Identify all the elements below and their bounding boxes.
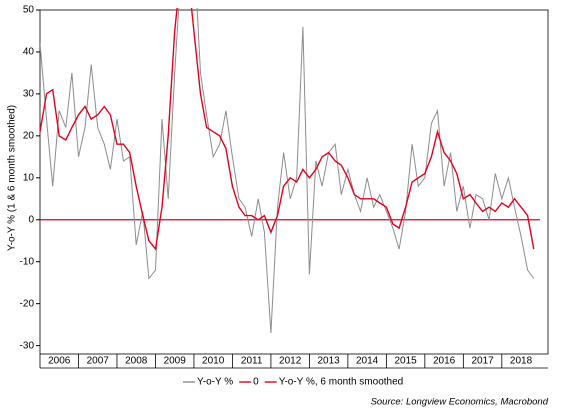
legend-label: Y-o-Y %, 6 month smoothed	[279, 377, 404, 388]
legend-label: Y-o-Y %	[197, 377, 233, 388]
y-tick-label: -20	[20, 298, 35, 309]
series-line	[40, 8, 535, 251]
y-tick-label: 40	[23, 47, 35, 58]
x-tick-label: 2010	[202, 356, 225, 367]
y-tick-label: 20	[23, 130, 35, 141]
y-tick-label: 0	[28, 214, 34, 225]
x-tick-label: 2007	[87, 356, 110, 367]
x-tick-label: 2011	[241, 356, 263, 367]
y-tick-label: -30	[20, 340, 35, 351]
x-tick-label: 2015	[394, 356, 417, 367]
y-axis-label: Y-o-Y % (1 & 6 month smoothed)	[7, 105, 18, 251]
source: Source: Longview Economics, Macrobond	[371, 397, 549, 408]
plot-frame	[39, 9, 549, 355]
y-tick-label: 10	[23, 172, 35, 183]
y-tick-label: 50	[23, 5, 35, 16]
x-tick-label: 2009	[164, 356, 187, 367]
legend-label: 0	[253, 377, 259, 388]
x-tick-label: 2014	[356, 356, 379, 367]
x-tick-label: 2008	[125, 356, 148, 367]
y-tick-label: 30	[23, 89, 35, 100]
x-tick-label: 2018	[510, 356, 533, 367]
y-tick-label: -10	[20, 256, 35, 267]
x-tick-label: 2017	[471, 356, 494, 367]
x-tick-label: 2012	[279, 356, 302, 367]
plot-area	[40, 8, 540, 334]
x-tick-label: 2006	[48, 356, 71, 367]
x-tick-label: 2013	[318, 356, 341, 367]
series-line	[40, 8, 535, 334]
x-tick-label: 2016	[433, 356, 456, 367]
